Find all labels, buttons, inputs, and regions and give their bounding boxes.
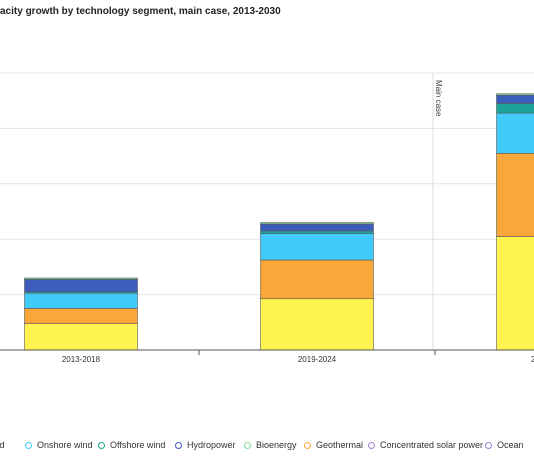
bar-segment — [260, 223, 374, 232]
legend-marker-icon — [485, 441, 492, 449]
bar-segment — [496, 94, 534, 104]
x-tick-label: 2019-2024 — [298, 355, 337, 364]
legend-item[interactable]: Geothermal — [304, 440, 363, 450]
legend-label: Hydropower — [187, 440, 236, 450]
legend-item[interactable]: Onshore wind — [25, 440, 93, 450]
bar-segment — [24, 277, 138, 280]
bar-segment — [496, 112, 534, 154]
legend-marker-icon — [368, 441, 375, 449]
legend-label: ted — [0, 440, 5, 450]
bar-segment — [24, 279, 138, 293]
legend-label: Concentrated solar power — [380, 440, 484, 450]
legend-label: Geothermal — [316, 440, 364, 450]
legend-item[interactable]: Hydropower — [175, 440, 236, 450]
x-tick-label: 2013-2018 — [62, 355, 101, 364]
legend-item[interactable]: Offshore wind — [98, 440, 165, 450]
legend-label: Onshore wind — [37, 440, 93, 450]
legend-marker-icon — [175, 441, 182, 449]
stacked-bar-chart: Main case 2013-2018 2019-2024 2 — [0, 72, 534, 364]
legend-item[interactable]: Concentrated solar power — [368, 440, 483, 450]
bar-segment — [496, 153, 534, 237]
legend-label: Bioenergy — [256, 440, 297, 450]
bar-segment — [260, 259, 374, 300]
legend-marker-icon — [244, 441, 251, 449]
bar-segment — [260, 230, 374, 234]
x-tick-label: 2 — [531, 355, 534, 364]
bar-segment — [496, 93, 534, 96]
bar-segment — [260, 298, 374, 351]
bar-segment — [24, 323, 138, 351]
legend-label: Ocean — [497, 440, 524, 450]
bar-segment — [496, 103, 534, 114]
legend-item[interactable]: Bioenergy — [244, 440, 297, 450]
bar-segment — [496, 236, 534, 351]
legend-label: Offshore wind — [110, 440, 166, 450]
bar-segment — [260, 222, 374, 225]
legend-marker-icon — [304, 441, 311, 449]
legend-item[interactable]: Ocean — [485, 440, 524, 450]
chart-title: acity growth by technology segment, main… — [0, 6, 281, 17]
chart-legend: ted Onshore wind Offshore wind Hydropower Bi… — [0, 440, 534, 456]
bar-segment — [24, 292, 138, 309]
bar-segment — [24, 308, 138, 324]
legend-marker-icon — [25, 441, 32, 449]
legend-item[interactable]: ted — [0, 440, 5, 450]
legend-marker-icon — [98, 441, 105, 449]
bar-segment — [260, 233, 374, 261]
annotation-label: Main case — [434, 80, 443, 117]
